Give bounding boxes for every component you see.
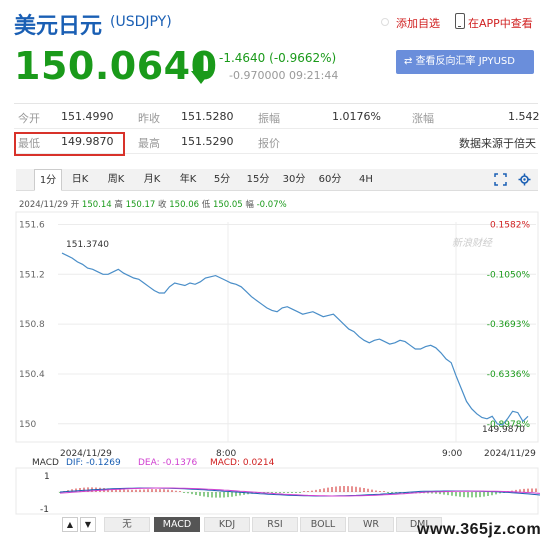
scroll-down-icon[interactable]: ▼ <box>80 517 96 532</box>
indicator-tab-boll[interactable]: BOLL <box>300 517 346 532</box>
scroll-up-icon[interactable]: ▲ <box>62 517 78 532</box>
macd-label: MACD <box>32 458 59 468</box>
stats-table: 今开 151.4990 昨收 151.5280 振幅 1.0176% 涨幅 1.… <box>14 103 540 156</box>
view-in-app-button[interactable]: 在APP中查看 <box>468 17 533 30</box>
y-right-tick-label: -0.1050% <box>487 270 531 280</box>
tab-yearly[interactable]: 年K <box>179 174 197 185</box>
interval-tabs: 1分 日K 周K 月K 年K 5分 15分 30分 60分 4H <box>16 169 538 191</box>
price-line <box>61 252 529 426</box>
tab-15min[interactable]: 15分 <box>246 174 270 185</box>
site-watermark: www.365jz.com <box>417 521 542 538</box>
x-tick-label: 9:00 <box>442 449 462 459</box>
high-annotation: 151.3740 <box>66 240 109 250</box>
price-change-detail: -0.970000 09:21:44 <box>229 69 339 82</box>
indicator-tab-kdj[interactable]: KDJ <box>204 517 250 532</box>
settings-icon[interactable] <box>518 173 531 186</box>
y-right-tick-label: -0.6336% <box>487 370 531 380</box>
header-dot-icon <box>381 18 389 26</box>
prev-close-label: 昨收 <box>138 112 160 125</box>
indicator-tab-rsi[interactable]: RSI <box>252 517 298 532</box>
high-label: 最高 <box>138 137 160 150</box>
y-tick-label: 150.4 <box>19 370 45 380</box>
indicator-tab-dmi[interactable]: DMI <box>396 517 442 532</box>
y-tick-label: 151.6 <box>19 220 45 230</box>
x-tick-label: 8:00 <box>216 449 236 459</box>
reverse-rate-button[interactable]: ⇄ 查看反向汇率 JPYUSD <box>396 50 534 74</box>
tab-5min[interactable]: 5分 <box>213 174 231 185</box>
quote-label: 报价 <box>258 137 280 150</box>
ohlc-open: 150.14 <box>81 200 112 210</box>
ohlc-summary: 2024/11/29 开 150.14 高 150.17 收 150.06 低 … <box>19 198 287 210</box>
low-annotation: 149.9870 <box>482 425 525 435</box>
tab-1min[interactable]: 1分 <box>34 169 62 191</box>
indicator-tab-none[interactable]: 无 <box>104 517 150 532</box>
ohlc-low-label: 低 <box>201 200 211 210</box>
indicator-tab-macd[interactable]: MACD <box>154 517 200 532</box>
macd-value: MACD: 0.0214 <box>210 458 275 468</box>
ohlc-high-label: 高 <box>114 200 123 210</box>
ohlc-close: 150.06 <box>169 200 200 210</box>
ohlc-close-label: 收 <box>158 200 167 210</box>
amplitude-value: 1.0176% <box>332 110 381 123</box>
stats-row: 今开 151.4990 昨收 151.5280 振幅 1.0176% 涨幅 1.… <box>14 104 540 129</box>
x-tick-label: 2024/11/29 <box>484 449 536 459</box>
ticker-symbol: (USDJPY) <box>110 14 172 30</box>
y-right-tick-label: -0.3693% <box>487 320 531 330</box>
tab-60min[interactable]: 60分 <box>318 174 342 185</box>
chart-watermark: 新浪财经 <box>452 237 493 249</box>
low-value: 149.9870 <box>61 135 114 148</box>
ohlc-high: 150.17 <box>125 200 156 210</box>
macd-axis-top: 1 <box>44 472 50 482</box>
gain-label: 涨幅 <box>412 112 434 125</box>
ohlc-chg-label: 幅 <box>245 200 254 210</box>
indicator-tabs: ▲ ▼ 无 MACD KDJ RSI BOLL WR DMI <box>62 517 448 532</box>
indicator-tab-wr[interactable]: WR <box>348 517 394 532</box>
tab-30min[interactable]: 30分 <box>282 174 306 185</box>
down-arrow-icon <box>191 52 211 84</box>
x-tick-label: 2024/11/29 <box>60 449 112 459</box>
y-right-tick-label: 0.1582% <box>490 220 530 230</box>
y-right-tick-label: -0.8978% <box>487 420 531 430</box>
low-highlight-box <box>14 132 125 156</box>
open-value: 151.4990 <box>61 110 114 123</box>
y-tick-label: 150.8 <box>19 320 45 330</box>
chart-frame <box>15 211 539 443</box>
macd-dea: DEA: -0.1376 <box>138 458 198 468</box>
open-label: 今开 <box>18 112 40 125</box>
phone-icon <box>455 13 465 29</box>
tab-daily[interactable]: 日K <box>71 174 89 185</box>
add-favorite-button[interactable]: 添加自选 <box>396 17 440 30</box>
amplitude-label: 振幅 <box>258 112 280 125</box>
high-value: 151.5290 <box>181 135 234 148</box>
ohlc-low: 150.05 <box>212 200 243 210</box>
ohlc-date: 2024/11/29 <box>19 200 68 210</box>
tab-monthly[interactable]: 月K <box>143 174 161 185</box>
data-source-note: 数据来源于倍天 <box>459 137 536 150</box>
macd-dif: DIF: -0.1269 <box>66 458 121 468</box>
y-tick-label: 150 <box>19 420 36 430</box>
tab-4h[interactable]: 4H <box>359 174 373 185</box>
y-tick-label: 151.2 <box>19 270 45 280</box>
macd-frame <box>15 467 539 515</box>
gain-value: 1.542 <box>508 110 540 123</box>
ohlc-open-label: 开 <box>70 200 80 210</box>
currency-pair-title: 美元日元 <box>14 14 103 39</box>
price-change: -1.4640 (-0.9662%) <box>219 51 337 65</box>
stats-row: 最低 149.9870 最高 151.5290 报价 数据来源于倍天 <box>14 129 538 154</box>
current-price: 150.0640 <box>14 44 218 88</box>
ohlc-chg: -0.07% <box>256 200 287 210</box>
macd-dea-line <box>59 487 541 497</box>
fullscreen-icon[interactable] <box>494 173 507 186</box>
quote-header: 美元日元 (USDJPY) 添加自选 在APP中查看 <box>0 0 550 44</box>
tab-weekly[interactable]: 周K <box>107 174 125 185</box>
low-label: 最低 <box>18 137 40 150</box>
macd-axis-bottom: -1 <box>40 505 49 515</box>
prev-close-value: 151.5280 <box>181 110 234 123</box>
